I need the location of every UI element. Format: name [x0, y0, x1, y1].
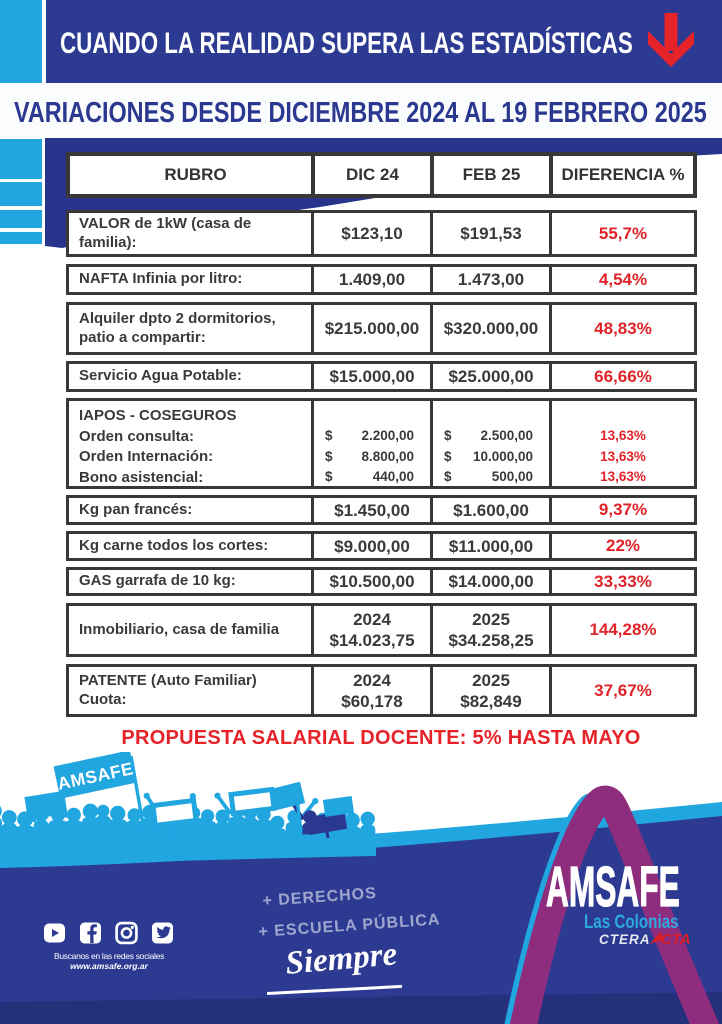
svg-text:CTA: CTA	[661, 931, 690, 948]
